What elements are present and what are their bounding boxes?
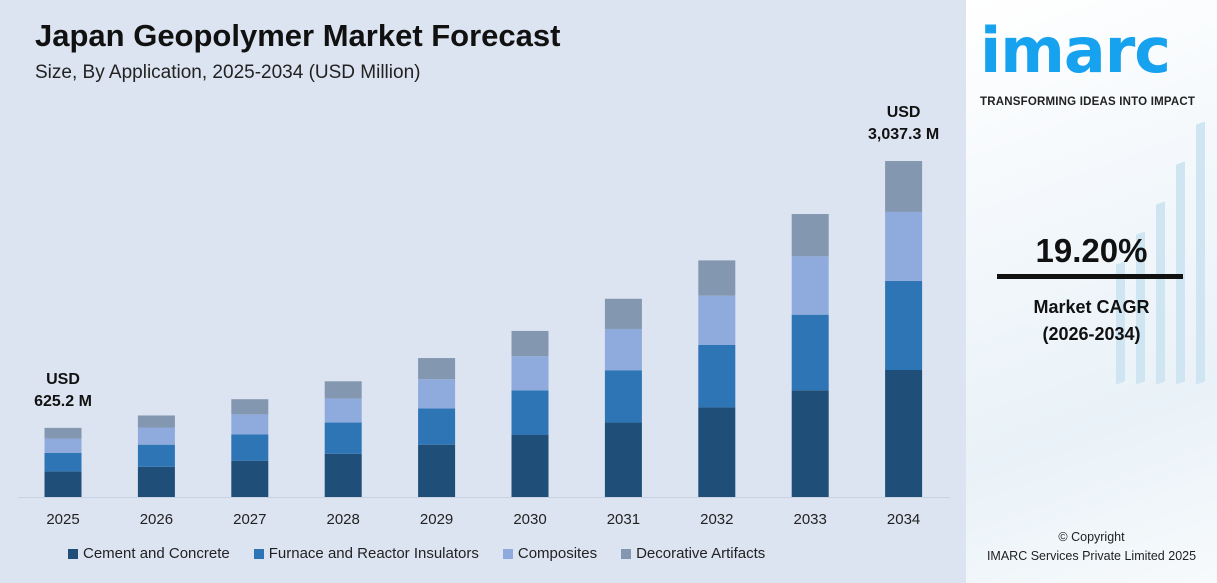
bar-segment-2032-1	[698, 345, 736, 408]
legend: Cement and Concrete Furnace and Reactor I…	[68, 545, 789, 562]
bar-segment-2031-2	[604, 328, 642, 371]
copyright-symbol-text: © Copyright	[1058, 530, 1125, 544]
imarc-logo: imarc	[980, 14, 1171, 87]
legend-swatch	[502, 548, 513, 559]
legend-item: Cement and Concrete	[68, 545, 230, 562]
x-tick-label: 2034	[887, 511, 920, 528]
bar-segment-2027-3	[231, 399, 269, 415]
legend-item: Composites	[502, 545, 598, 562]
cagr-period: (2026-2034)	[1042, 324, 1141, 344]
x-tick-label: 2027	[233, 511, 266, 528]
x-tick-label: 2030	[513, 511, 546, 528]
bar-segment-2029-1	[418, 408, 456, 445]
bar-segment-2033-1	[791, 314, 829, 391]
decorative-bar	[1176, 161, 1185, 385]
legend-swatch	[253, 548, 264, 559]
cagr-label-text: Market CAGR	[1033, 297, 1150, 317]
x-tick-label: 2032	[700, 511, 733, 528]
bar-segment-2034-1	[885, 280, 923, 371]
chart-title: Japan Geopolymer Market Forecast	[35, 18, 561, 53]
bar-segment-2028-1	[324, 422, 362, 454]
bar-segment-2025-1	[44, 452, 82, 472]
data-label: USD	[46, 371, 80, 388]
data-label: USD	[887, 104, 921, 121]
chart-area: Japan Geopolymer Market Forecast Size, B…	[18, 18, 950, 562]
side-panel: imarc TRANSFORMING IDEAS INTO IMPACT 19.…	[966, 0, 1217, 583]
bar-segment-2034-2	[885, 211, 923, 281]
bar-segment-2028-2	[324, 398, 362, 423]
x-tick-label: 2025	[46, 511, 79, 528]
bar-segment-2026-3	[137, 415, 175, 428]
bar-segment-2033-3	[791, 214, 829, 257]
x-tick-label: 2026	[140, 511, 173, 528]
legend-item: Decorative Artifacts	[621, 545, 765, 562]
legend-label: Furnace and Reactor Insulators	[268, 545, 479, 562]
x-tick-label: 2031	[607, 511, 640, 528]
copyright: © Copyright IMARC Services Private Limit…	[966, 528, 1217, 566]
bar-segment-2027-0	[231, 460, 269, 497]
bar-segment-2029-3	[418, 358, 456, 380]
bar-segment-2027-2	[231, 414, 269, 435]
cagr-divider	[997, 274, 1183, 279]
legend-label: Cement and Concrete	[83, 545, 230, 562]
legend-label: Composites	[517, 545, 598, 562]
bar-segment-2034-0	[885, 370, 923, 497]
legend-label: Decorative Artifacts	[636, 545, 766, 562]
cagr-label: Market CAGR (2026-2034)	[966, 294, 1217, 348]
cagr-value: 19.20%	[1035, 232, 1148, 269]
company-name: IMARC Services Private Limited 2025	[986, 549, 1197, 563]
bar-segment-2026-1	[137, 444, 175, 467]
bar-segment-2031-0	[604, 422, 642, 497]
legend-swatch	[621, 548, 632, 559]
bar-segment-2030-2	[511, 356, 549, 391]
bar-segment-2033-2	[791, 256, 829, 315]
bar-chart: 2025 2026 2027 2028 2029 2030 2031 2032 2033 2034…	[18, 104, 950, 528]
bar-segment-2034-3	[885, 161, 923, 212]
bar-segment-2030-1	[511, 390, 549, 435]
legend-swatch	[68, 548, 78, 559]
logo-tagline: TRANSFORMING IDEAS INTO IMPACT	[980, 96, 1196, 108]
bar-segment-2025-3	[44, 427, 82, 439]
bar-segment-2030-0	[511, 434, 549, 497]
data-label: 625.2 M	[34, 393, 92, 410]
bar-segment-2029-0	[418, 444, 456, 497]
bar-segment-2029-2	[418, 379, 456, 409]
bar-segment-2026-0	[137, 466, 175, 497]
x-tick-label: 2028	[327, 511, 360, 528]
bar-segment-2025-0	[44, 471, 82, 497]
bar-segment-2030-3	[511, 330, 549, 357]
bar-segment-2027-1	[231, 434, 269, 461]
bar-segment-2032-0	[698, 407, 736, 497]
bar-segment-2032-3	[698, 260, 736, 296]
bar-segment-2028-0	[324, 453, 362, 497]
x-tick-label: 2033	[794, 511, 827, 528]
bar-segment-2028-3	[324, 381, 362, 399]
bar-segment-2026-2	[137, 427, 175, 445]
bar-segment-2032-2	[698, 295, 736, 346]
x-tick-label: 2029	[420, 511, 453, 528]
legend-item: Furnace and Reactor Insulators	[253, 545, 479, 562]
bar-segment-2025-2	[44, 438, 82, 453]
bar-segment-2033-0	[791, 390, 829, 497]
chart-subtitle: Size, By Application, 2025-2034 (USD Mil…	[35, 62, 421, 83]
bar-segment-2031-1	[604, 370, 642, 423]
data-label: 3,037.3 M	[868, 126, 939, 143]
decorative-bar	[1156, 201, 1165, 385]
bar-segment-2031-3	[604, 298, 642, 329]
